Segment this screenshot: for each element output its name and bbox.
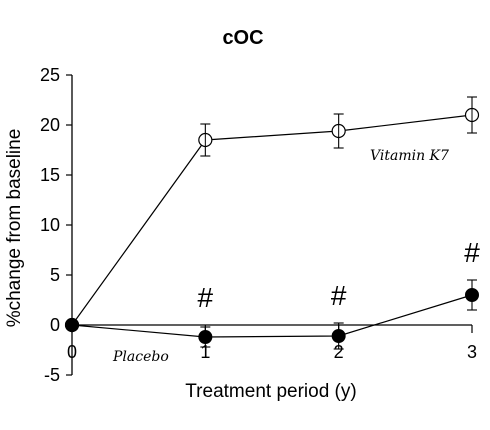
y-axis-label: %change from baseline <box>4 129 25 328</box>
data-point-placebo <box>198 330 213 344</box>
series-group <box>64 96 480 350</box>
series-label-placebo: Placebo <box>112 349 169 365</box>
series-line-placebo <box>71 294 473 338</box>
data-point-placebo <box>65 318 79 332</box>
x-tick-label: 1 <box>200 342 210 362</box>
y-tick-label: 5 <box>50 265 60 285</box>
y-tick-label: 20 <box>40 115 60 135</box>
x-tick-label: 2 <box>334 342 344 362</box>
y-tick-label: -5 <box>44 365 60 385</box>
series-label-vitamin-k7: Vitamin K7 <box>370 148 449 164</box>
significance-marker: # <box>198 282 214 313</box>
y-tick-label: 0 <box>50 315 60 335</box>
y-tick-label: 10 <box>40 215 60 235</box>
y-tick-label: 15 <box>40 165 60 185</box>
annotation-group: # # # <box>198 237 481 313</box>
x-axis-label: Treatment period (y) <box>185 381 356 402</box>
significance-marker: # <box>331 280 347 311</box>
x-tick-label: 3 <box>467 342 477 362</box>
chart-title: cOC <box>222 27 263 49</box>
significance-marker: # <box>464 237 480 268</box>
data-point-placebo <box>465 288 479 302</box>
x-tick-label: 0 <box>67 342 77 362</box>
data-point-placebo <box>331 329 346 343</box>
y-tick-group: 25 20 15 10 5 0 -5 <box>40 65 72 385</box>
y-tick-label: 25 <box>40 65 60 85</box>
series-line-vitamin-k7 <box>71 114 473 326</box>
